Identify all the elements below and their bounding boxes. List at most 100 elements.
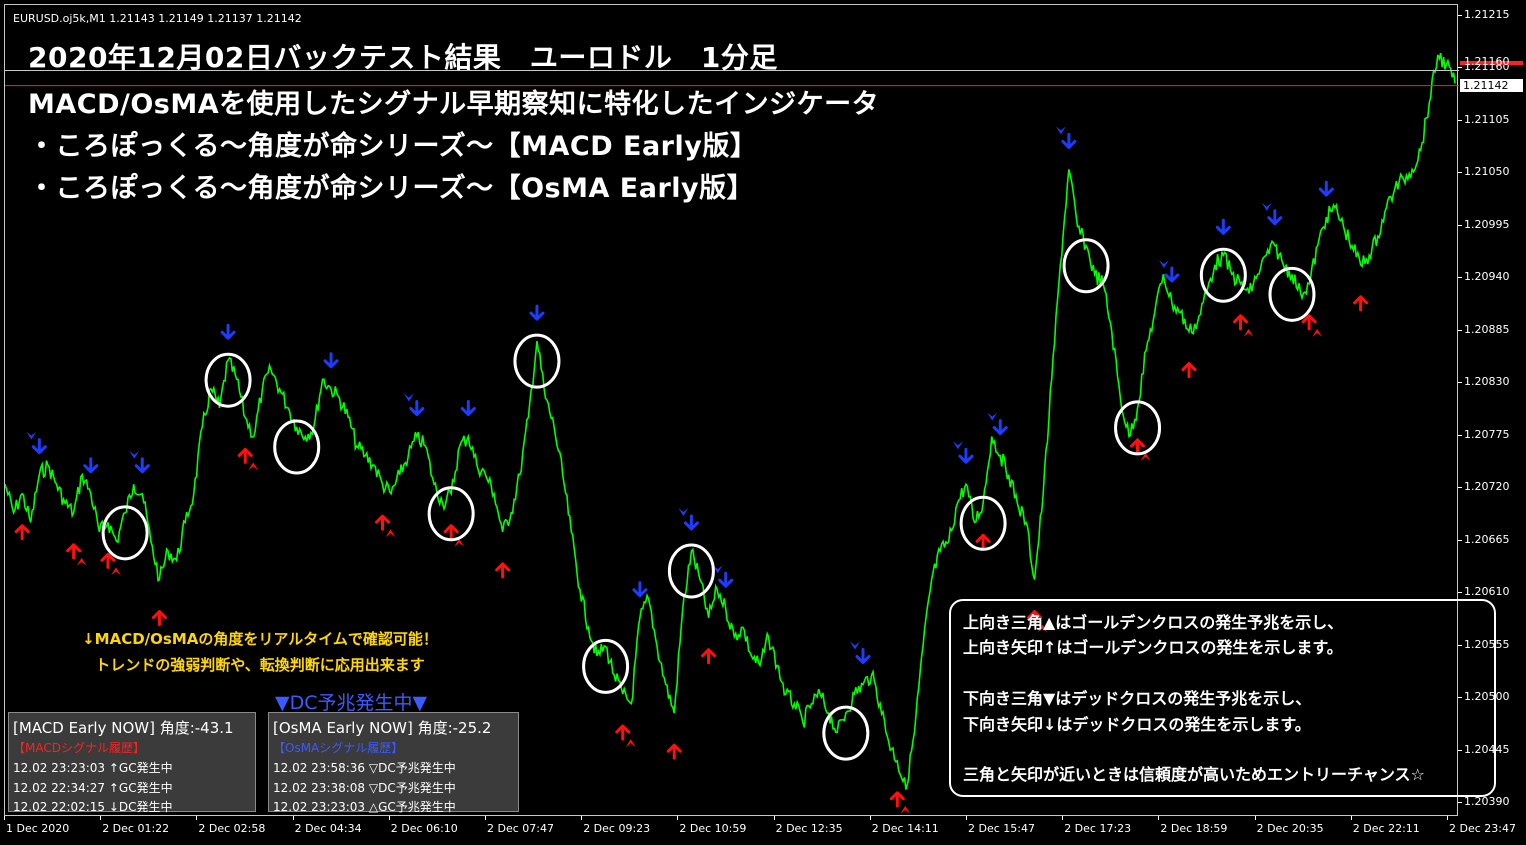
buy-arrow-icon — [1027, 610, 1043, 627]
time-axis[interactable]: 1 Dec 2020 2 Dec 01:22 2 Dec 02:58 2 Dec 04… — [0, 816, 1516, 845]
price-tick — [1458, 67, 1462, 69]
price-tick — [1458, 802, 1462, 803]
price-label: 1.20995 — [1464, 217, 1510, 231]
sell-arrow-icon — [460, 400, 476, 417]
dc-warning-triangle-icon — [987, 412, 998, 421]
signal-highlight-circle — [1268, 266, 1316, 322]
headline-subtitle: MACD/OsMAを使用したシグナル早期察知に特化したインジケータ — [28, 89, 880, 120]
price-tick — [1458, 539, 1462, 541]
macd-history-row: 12.02 22:34:27 ↑GC発生中 — [13, 781, 173, 795]
time-tick — [292, 816, 294, 820]
headline-macd-early: ・ころぽっくる～角度が命シリーズ～【MACD Early版】 — [28, 131, 758, 162]
osma-panel-title: [OsMA Early NOW] 角度:-25.2 — [273, 719, 492, 737]
current-price-tag: 1.21142 — [1460, 78, 1523, 92]
sell-arrow-icon — [409, 400, 425, 417]
time-tick — [869, 816, 871, 820]
price-label: 1.20830 — [1464, 375, 1510, 389]
price-tick — [1458, 382, 1462, 384]
price-label: 1.20445 — [1464, 742, 1510, 756]
buy-arrow-icon — [443, 524, 459, 541]
legend-explanation-box: 上向き三角▲はゴールデンクロスの発生予兆を示し、 上向き矢印↑はゴールデンクロス… — [949, 599, 1496, 797]
sell-arrow-icon — [855, 648, 871, 665]
buy-arrow-icon — [1353, 295, 1369, 312]
price-label: 1.20665 — [1464, 532, 1510, 546]
dc-warning-triangle-icon — [1158, 259, 1169, 268]
price-label: 1.20885 — [1464, 322, 1510, 336]
price-tick — [1458, 749, 1462, 751]
buy-arrow-icon — [100, 552, 116, 569]
buy-arrow-icon — [889, 791, 905, 808]
gc-warning-triangle-icon — [76, 557, 87, 566]
price-axis[interactable]: 1.21215 1.21160 1.21105 1.21050 1.20995 1.209… — [1458, 0, 1526, 820]
dc-warning-banner: ▼DC予兆発生中▼ — [275, 692, 428, 714]
signal-highlight-circle — [513, 333, 561, 389]
note-trend-judgement: トレンドの強弱判断や、転換判断に応用出来ます — [95, 656, 425, 674]
time-tick — [1350, 816, 1352, 820]
buy-arrow-icon — [1233, 314, 1248, 331]
dc-warning-triangle-icon — [1055, 126, 1066, 135]
sell-arrow-icon — [1215, 218, 1231, 235]
time-label: 2 Dec 20:35 — [1256, 822, 1324, 835]
dc-warning-triangle-icon — [952, 441, 963, 450]
signal-highlight-circle — [667, 543, 715, 599]
legend-line: 上向き矢印↑はゴールデンクロスの発生を示します。 — [963, 638, 1343, 657]
dc-warning-triangle-icon — [849, 641, 860, 650]
time-tick — [966, 816, 967, 820]
macd-panel-subtitle: 【MACDシグナル履歴】 — [13, 741, 145, 755]
dc-warning-triangle-icon — [678, 507, 689, 516]
dc-warning-triangle-icon — [26, 431, 37, 440]
time-label: 2 Dec 12:35 — [775, 822, 843, 835]
signal-highlight-circle — [1199, 247, 1247, 303]
sell-arrow-icon — [1164, 266, 1180, 283]
sell-arrow-icon — [31, 438, 47, 455]
time-label: 2 Dec 02:58 — [198, 822, 266, 835]
signal-highlight-circle — [822, 705, 870, 761]
sell-arrow-icon — [529, 304, 545, 321]
time-label: 2 Dec 06:10 — [390, 822, 458, 835]
price-label: 1.20720 — [1464, 480, 1510, 494]
signal-highlight-circle — [427, 486, 475, 542]
sell-arrow-icon — [1267, 209, 1283, 226]
time-tick — [100, 816, 102, 820]
buy-arrow-icon — [237, 447, 253, 464]
legend-line: 下向き矢印↓はデッドクロスの発生を示します。 — [963, 715, 1311, 734]
buy-arrow-icon — [975, 533, 991, 550]
legend-line: 上向き三角▲はゴールデンクロスの発生予兆を示し、 — [963, 613, 1344, 632]
buy-arrow-icon — [1181, 362, 1197, 379]
time-label: 2 Dec 04:34 — [294, 822, 362, 835]
time-label: 2 Dec 17:23 — [1064, 822, 1132, 835]
time-label: 2 Dec 15:47 — [968, 822, 1035, 835]
gc-warning-triangle-icon — [1140, 452, 1151, 461]
headline-title: 2020年12月02日バックテスト結果 ユーロドル 1分足 — [28, 41, 778, 74]
sell-arrow-icon — [323, 352, 339, 369]
price-chart[interactable] — [5, 5, 1459, 817]
macd-status-panel: [MACD Early NOW] 角度:-43.1 【MACDシグナル履歴】 1… — [8, 712, 256, 814]
price-label: 1.20500 — [1464, 690, 1510, 704]
sell-arrow-icon — [134, 457, 150, 474]
price-label: 1.21105 — [1464, 112, 1510, 126]
buy-arrow-icon — [14, 524, 30, 541]
time-tick — [773, 816, 775, 820]
dc-warning-triangle-icon — [129, 450, 140, 459]
osma-status-panel: [OsMA Early NOW] 角度:-25.2 【OsMAシグナル履歴】 1… — [268, 712, 519, 814]
signal-highlight-circle — [582, 638, 630, 694]
sell-arrow-icon — [958, 447, 974, 464]
buy-arrow-icon — [151, 610, 167, 627]
gc-warning-triangle-icon — [1037, 624, 1048, 633]
chart-window[interactable]: EURUSD.oj5k,M1 1.21143 1.21149 1.21137 1… — [4, 4, 1459, 817]
gc-warning-triangle-icon — [1312, 328, 1323, 337]
gc-warning-triangle-icon — [385, 529, 396, 538]
macd-panel-title: [MACD Early NOW] 角度:-43.1 — [13, 719, 234, 737]
macd-history-row: 12.02 23:23:03 ↑GC発生中 — [13, 761, 173, 775]
time-tick — [1062, 816, 1064, 820]
time-tick — [677, 816, 679, 820]
osma-history-row: 12.02 23:38:08 ▽DC予兆発生中 — [273, 781, 456, 795]
signal-highlight-circle — [1062, 238, 1110, 294]
signal-highlight-circle — [1114, 400, 1162, 456]
headline-osma-early: ・ころぽっくる～角度が命シリーズ～【OsMA Early版】 — [28, 173, 755, 204]
signal-highlight-circle — [204, 352, 252, 408]
price-label: 1.20610 — [1464, 585, 1510, 599]
legend-line: 三角と矢印が近いときは信頼度が高いためエントリーチャンス☆ — [963, 765, 1425, 784]
price-tick — [1458, 224, 1462, 226]
buy-arrow-icon — [666, 743, 682, 760]
